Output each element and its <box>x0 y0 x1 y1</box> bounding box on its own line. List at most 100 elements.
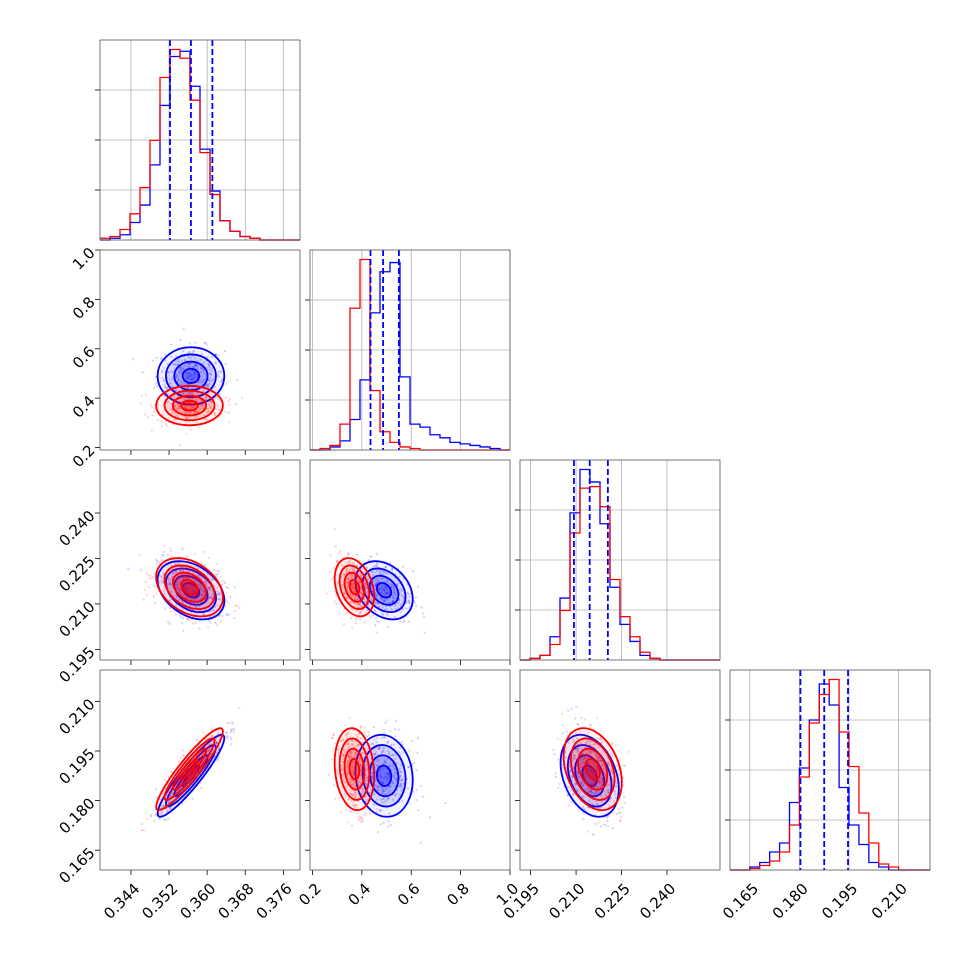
scatter-point <box>192 587 195 590</box>
contour-level <box>163 564 216 610</box>
scatter-point <box>582 758 585 761</box>
histogram-series-2 <box>520 485 720 661</box>
scatter-point <box>355 803 358 807</box>
scatter-point <box>382 750 385 753</box>
scatter-point <box>376 565 379 568</box>
scatter-point <box>394 793 397 797</box>
scatter-point <box>139 568 143 571</box>
scatter-point <box>201 751 204 755</box>
scatter-point <box>214 742 218 745</box>
scatter-point <box>582 785 585 788</box>
scatter-point <box>391 600 395 603</box>
scatter-point <box>337 745 341 748</box>
scatter-point <box>329 554 332 557</box>
scatter-point <box>187 586 190 589</box>
scatter-point <box>599 784 602 787</box>
scatter-point <box>182 584 185 587</box>
scatter-point <box>191 403 194 406</box>
scatter-point <box>401 743 404 746</box>
scatter-point <box>376 578 380 582</box>
scatter-point <box>378 747 381 751</box>
scatter-point <box>160 796 164 799</box>
scatter-point <box>350 778 353 781</box>
scatter-point <box>174 389 177 392</box>
scatter-point <box>171 398 174 401</box>
scatter-point <box>364 811 367 815</box>
scatter-point <box>386 772 389 775</box>
scatter-point <box>381 797 384 800</box>
scatter-point <box>362 579 365 582</box>
scatter-point <box>199 592 202 595</box>
scatter-point <box>186 575 189 578</box>
scatter-point <box>561 723 564 727</box>
x-tick-label: 0.8 <box>443 880 473 910</box>
scatter-point <box>207 407 210 410</box>
scatter-point <box>596 792 600 795</box>
scatter-point <box>383 800 387 803</box>
panel-frame <box>99 39 301 241</box>
scatter-point <box>210 399 213 403</box>
histogram-series-2 <box>100 48 300 241</box>
scatter-point <box>591 783 594 787</box>
scatter-point <box>382 587 385 590</box>
scatter-point <box>378 569 382 572</box>
scatter-point <box>169 795 172 798</box>
scatter-point <box>392 586 396 589</box>
scatter-point <box>198 752 202 755</box>
scatter-point <box>381 781 384 784</box>
scatter-point <box>382 586 386 589</box>
scatter-point <box>350 594 354 597</box>
scatter-point <box>374 601 378 604</box>
scatter-point <box>583 775 586 778</box>
scatter-point <box>193 393 197 396</box>
scatter-point <box>181 600 184 603</box>
scatter-point <box>186 403 189 406</box>
contour-level <box>376 582 393 599</box>
scatter-point <box>180 371 183 374</box>
scatter-point <box>579 730 582 733</box>
scatter-point <box>379 597 382 600</box>
scatter-point <box>601 763 605 766</box>
scatter-point <box>193 410 196 413</box>
scatter-point <box>379 798 383 801</box>
scatter-point <box>204 584 208 587</box>
scatter-point <box>387 825 390 828</box>
scatter-point <box>331 736 334 740</box>
scatter-point <box>353 770 356 773</box>
scatter-point <box>415 788 418 791</box>
scatter-point <box>344 809 347 812</box>
scatter-point <box>335 560 339 563</box>
scatter-point <box>189 392 192 395</box>
scatter-point <box>400 782 403 785</box>
scatter-point <box>355 564 359 567</box>
scatter-point <box>157 806 161 809</box>
scatter-point <box>208 743 212 747</box>
scatter-point <box>208 585 211 589</box>
scatter-point <box>206 746 209 749</box>
scatter-point <box>169 577 172 581</box>
scatter-point <box>593 766 596 769</box>
scatter-point <box>382 571 385 574</box>
scatter-point <box>394 604 397 607</box>
scatter-point <box>583 755 586 758</box>
scatter-point <box>210 401 213 404</box>
scatter-point <box>588 799 591 802</box>
scatter-point <box>374 778 377 781</box>
scatter-point <box>588 741 591 744</box>
scatter-point <box>197 583 200 586</box>
scatter-point <box>201 379 204 382</box>
scatter-point <box>607 761 610 764</box>
contour-level <box>348 758 361 781</box>
scatter-point <box>601 779 604 783</box>
scatter-point <box>351 743 354 746</box>
scatter-point <box>391 568 394 571</box>
scatter-point <box>226 735 230 738</box>
scatter-point <box>165 582 169 585</box>
scatter-point <box>589 814 593 817</box>
scatter-point <box>604 824 607 827</box>
scatter-point <box>381 781 384 784</box>
scatter-point <box>359 769 362 772</box>
scatter-point <box>384 775 387 778</box>
scatter-point <box>361 588 364 591</box>
scatter-point <box>364 582 367 586</box>
